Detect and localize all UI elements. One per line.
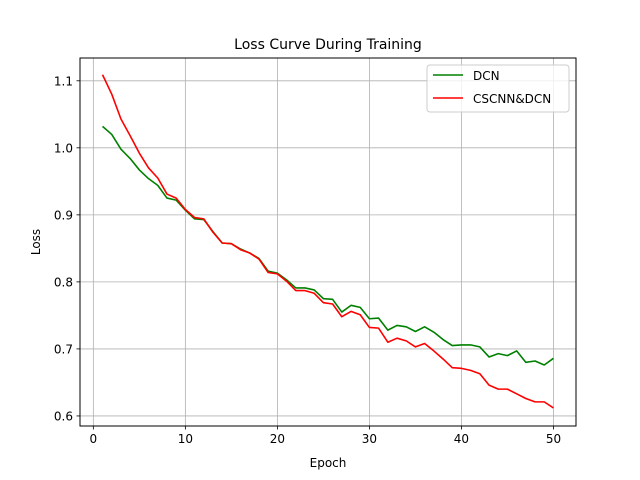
x-axis-ticks: 0 10 20 30 40 50 bbox=[90, 426, 561, 446]
x-tick-label: 50 bbox=[546, 432, 561, 446]
series-line-dcn bbox=[102, 125, 554, 366]
x-tick-label: 10 bbox=[178, 432, 193, 446]
y-axis-ticks: 0.6 0.7 0.8 0.9 1.0 1.1 bbox=[54, 74, 80, 423]
plot-frame bbox=[79, 57, 577, 427]
y-tick-label: 0.8 bbox=[54, 275, 73, 289]
legend-label-dcn: DCN bbox=[473, 69, 500, 83]
y-tick-label: 0.9 bbox=[54, 208, 73, 222]
x-tick-label: 40 bbox=[454, 432, 469, 446]
chart-title: Loss Curve During Training bbox=[234, 37, 422, 53]
y-tick-label: 1.0 bbox=[54, 141, 73, 155]
legend-box bbox=[426, 64, 570, 113]
y-axis-label: Loss bbox=[29, 229, 43, 255]
x-tick-label: 20 bbox=[270, 432, 285, 446]
x-tick-label: 0 bbox=[90, 432, 98, 446]
series-layer bbox=[101, 74, 554, 409]
x-tick-label: 30 bbox=[362, 432, 377, 446]
y-tick-label: 0.7 bbox=[54, 342, 73, 356]
y-tick-label: 1.1 bbox=[54, 74, 73, 88]
x-axis-label: Epoch bbox=[310, 456, 347, 470]
series-line-cscnn-dcn bbox=[101, 74, 554, 409]
legend: DCN CSCNN&DCN bbox=[426, 64, 570, 113]
legend-label-cscnn-dcn: CSCNN&DCN bbox=[473, 92, 551, 106]
y-tick-label: 0.6 bbox=[54, 409, 73, 423]
grid-lines bbox=[80, 58, 576, 426]
